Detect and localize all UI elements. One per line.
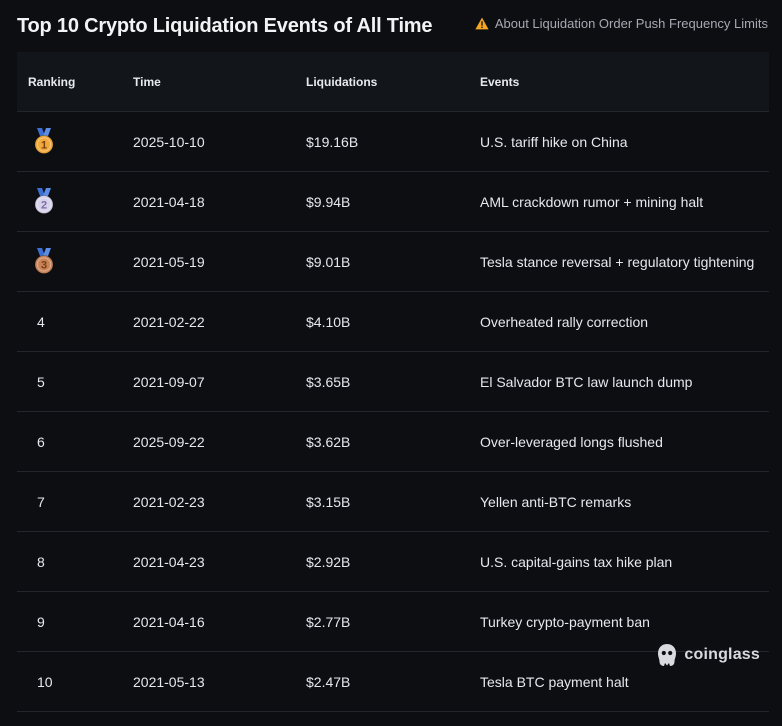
time-cell: 2021-04-16 — [133, 613, 205, 630]
table-row: 10 2021-05-13 $2.47B Tesla BTC payment halt — [17, 652, 769, 712]
table-row: 9 2021-04-16 $2.77B Turkey crypto-payment b… — [17, 592, 769, 652]
table-row: 8 2021-04-23 $2.92B U.S. capital-gains tax … — [17, 532, 769, 592]
rank-cell: 3 — [17, 245, 133, 278]
time-cell: 2021-05-13 — [133, 673, 205, 690]
watermark-label: coinglass — [684, 646, 760, 663]
table-row: 7 2021-02-23 $3.15B Yellen anti-BTC remarks — [17, 472, 769, 532]
liquidations-cell: $2.77B — [306, 613, 351, 630]
rank-cell: 8 — [17, 554, 133, 570]
liquidations-cell: $3.65B — [306, 373, 351, 390]
panel-header: Top 10 Crypto Liquidation Events of All … — [0, 0, 782, 52]
column-header-ranking: Ranking — [28, 74, 76, 89]
table-row: 6 2025-09-22 $3.62B Over-leveraged longs fl… — [17, 412, 769, 472]
rank-number: 7 — [37, 493, 45, 510]
event-cell: Yellen anti-BTC remarks — [480, 493, 632, 510]
rank-cell: 5 — [17, 374, 133, 390]
medal-icon: 3 — [32, 247, 56, 275]
time-cell: 2021-05-19 — [133, 253, 205, 270]
liquidations-cell: $2.47B — [306, 673, 351, 690]
rank-number: 8 — [37, 553, 45, 570]
event-cell: El Salvador BTC law launch dump — [480, 373, 693, 390]
liquidation-events-table: Ranking Time Liquidations Events 1 2025-1… — [17, 52, 769, 712]
rank-cell: 2 — [17, 185, 133, 218]
table-row: 4 2021-02-22 $4.10B Overheated rally correc… — [17, 292, 769, 352]
coinglass-logo-icon — [658, 644, 677, 666]
page-title: Top 10 Crypto Liquidation Events of All … — [17, 15, 433, 37]
time-cell: 2021-02-23 — [133, 493, 205, 510]
table-body: 1 2025-10-10 $19.16B U.S. tariff hike on Ch… — [17, 112, 769, 712]
column-header-events: Events — [480, 74, 520, 89]
medal-icon: 2 — [32, 187, 56, 215]
event-cell: AML crackdown rumor + mining halt — [480, 193, 704, 210]
table-row: 3 2021-05-19 $9.01B Tesla stance reversal +… — [17, 232, 769, 292]
liquidations-cell: $4.10B — [306, 313, 351, 330]
liquidations-cell: $3.15B — [306, 493, 351, 510]
column-header-time: Time — [133, 74, 161, 89]
liquidations-cell: $9.01B — [306, 253, 351, 270]
rank-number: 5 — [37, 373, 45, 390]
liquidations-cell: $3.62B — [306, 433, 351, 450]
time-cell: 2021-09-07 — [133, 373, 205, 390]
liquidations-cell: $9.94B — [306, 193, 351, 210]
rank-number: 6 — [37, 433, 45, 450]
table-row: 5 2021-09-07 $3.65B El Salvador BTC law lau… — [17, 352, 769, 412]
liquidations-cell: $19.16B — [306, 133, 359, 150]
coinglass-watermark: coinglass — [656, 643, 760, 667]
rank-number: 9 — [37, 613, 45, 630]
event-cell: U.S. capital-gains tax hike plan — [480, 553, 673, 570]
rank-cell: 6 — [17, 434, 133, 450]
rank-cell: 4 — [17, 314, 133, 330]
column-header-liquidations: Liquidations — [306, 74, 378, 89]
svg-text:1: 1 — [41, 140, 47, 152]
rank-cell: 1 — [17, 125, 133, 158]
svg-text:3: 3 — [41, 260, 47, 272]
medal-icon: 1 — [32, 127, 56, 155]
time-cell: 2025-09-22 — [133, 433, 205, 450]
table-row: 1 2025-10-10 $19.16B U.S. tariff hike on Ch… — [17, 112, 769, 172]
event-cell: U.S. tariff hike on China — [480, 133, 628, 150]
time-cell: 2021-04-23 — [133, 553, 205, 570]
liquidation-push-frequency-link[interactable]: About Liquidation Order Push Frequency L… — [475, 16, 768, 31]
event-cell: Tesla stance reversal + regulatory tight… — [480, 253, 755, 270]
time-cell: 2021-02-22 — [133, 313, 205, 330]
rank-number: 10 — [37, 673, 53, 690]
liquidations-cell: $2.92B — [306, 553, 351, 570]
event-cell: Turkey crypto-payment ban — [480, 613, 650, 630]
rank-cell: 9 — [17, 614, 133, 630]
event-cell: Over-leveraged longs flushed — [480, 433, 663, 450]
rank-cell: 7 — [17, 494, 133, 510]
table-header-row: Ranking Time Liquidations Events — [17, 52, 769, 112]
time-cell: 2025-10-10 — [133, 133, 205, 150]
time-cell: 2021-04-18 — [133, 193, 205, 210]
rank-number: 4 — [37, 313, 45, 330]
event-cell: Tesla BTC payment halt — [480, 673, 629, 690]
svg-text:2: 2 — [41, 200, 47, 212]
table-row: 2 2021-04-18 $9.94B AML crackdown rumor + m… — [17, 172, 769, 232]
event-cell: Overheated rally correction — [480, 313, 649, 330]
notice-label: About Liquidation Order Push Frequency L… — [494, 16, 768, 31]
warning-icon — [475, 17, 489, 30]
rank-cell: 10 — [17, 674, 133, 690]
